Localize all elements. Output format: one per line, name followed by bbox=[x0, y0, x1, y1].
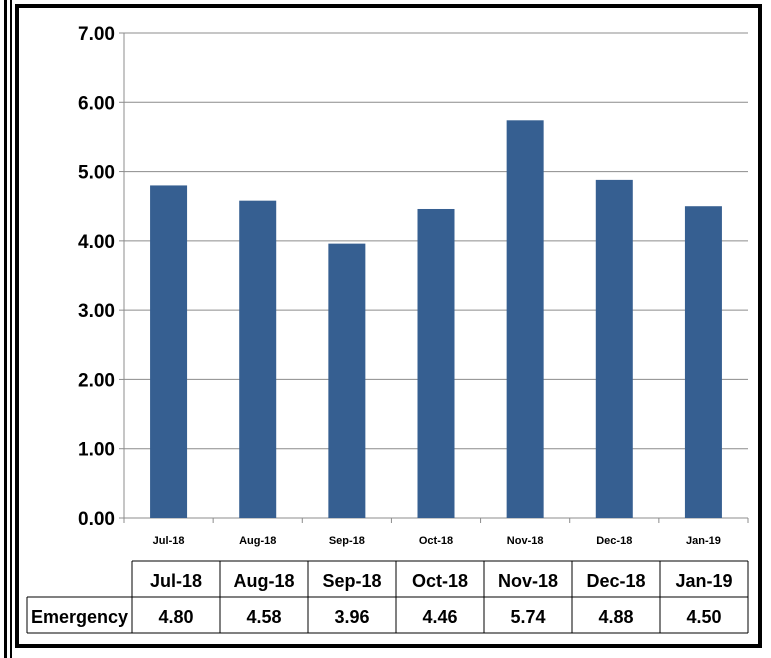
x-tick-label: Jul-18 bbox=[153, 535, 185, 547]
chart-frame bbox=[15, 4, 762, 648]
table-header-cell: Aug-18 bbox=[233, 571, 294, 591]
x-tick-label: Oct-18 bbox=[419, 535, 453, 547]
y-tick-label: 7.00 bbox=[78, 24, 115, 45]
left-border-line-inner bbox=[10, 0, 12, 658]
x-tick-labels: Jul-18 Aug-18 Sep-18 Oct-18 Nov-18 Dec-18 Jan-… bbox=[153, 535, 721, 547]
x-tick-label: Sep-18 bbox=[329, 535, 365, 547]
table-series-label: Emergency bbox=[31, 607, 128, 627]
x-tick-label: Dec-18 bbox=[596, 535, 632, 547]
y-tick-label: 4.00 bbox=[78, 232, 115, 253]
bar bbox=[684, 206, 722, 518]
bar bbox=[150, 185, 188, 518]
table-header-cell: Oct-18 bbox=[412, 571, 468, 591]
y-tick-label: 0.00 bbox=[78, 509, 115, 530]
bars bbox=[150, 120, 722, 519]
table-value-cell: 4.58 bbox=[246, 607, 281, 627]
y-tick-label: 5.00 bbox=[78, 163, 115, 184]
y-tick-labels: 0.00 1.00 2.00 3.00 4.00 5.00 6.00 7.00 bbox=[78, 24, 115, 530]
bar bbox=[595, 179, 633, 518]
table-value-cell: 5.74 bbox=[510, 607, 545, 627]
table-header-cell: Dec-18 bbox=[586, 571, 645, 591]
y-tick-label: 6.00 bbox=[78, 93, 115, 114]
left-border-line bbox=[4, 0, 7, 658]
bar bbox=[506, 120, 544, 519]
table-value-cell: 4.88 bbox=[598, 607, 633, 627]
y-tick-label: 3.00 bbox=[78, 301, 115, 322]
table-value-cell: 4.50 bbox=[686, 607, 721, 627]
table-header-cell: Sep-18 bbox=[322, 571, 381, 591]
y-tick-label: 1.00 bbox=[78, 440, 115, 461]
table-header-cell: Nov-18 bbox=[498, 571, 558, 591]
table-value-cell: 3.96 bbox=[334, 607, 369, 627]
bar bbox=[417, 208, 455, 518]
table-header-cell: Jan-19 bbox=[675, 571, 732, 591]
table-value-cell: 4.80 bbox=[158, 607, 193, 627]
x-tick-label: Aug-18 bbox=[239, 535, 276, 547]
bar bbox=[328, 243, 366, 518]
x-tick-label: Jan-19 bbox=[686, 535, 721, 547]
y-tick-label: 2.00 bbox=[78, 370, 115, 391]
bar bbox=[239, 200, 277, 518]
data-table: Jul-18 Aug-18 Sep-18 Oct-18 Nov-18 Dec-18 Jan-… bbox=[26, 560, 749, 634]
table-value-cell: 4.46 bbox=[422, 607, 457, 627]
table-header-cell: Jul-18 bbox=[150, 571, 202, 591]
x-tick-label: Nov-18 bbox=[507, 535, 544, 547]
